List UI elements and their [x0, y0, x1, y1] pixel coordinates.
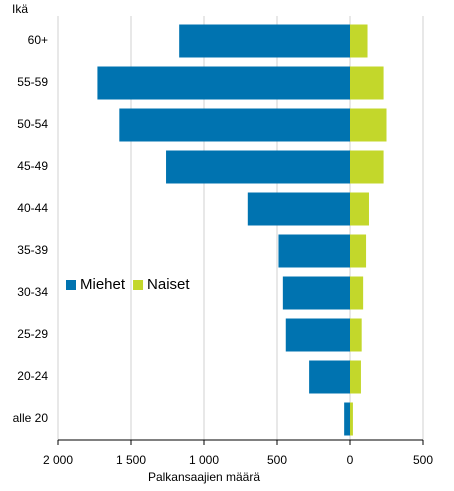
bar [350, 108, 387, 142]
legend-swatch [66, 280, 76, 290]
x-tick-label: 500 [267, 453, 287, 467]
bar [309, 360, 350, 394]
bar [350, 318, 362, 352]
y-tick-label: 25-29 [17, 327, 48, 341]
bar [285, 318, 350, 352]
x-tick-label: 1 500 [116, 453, 146, 467]
bar [350, 234, 367, 268]
bar [119, 108, 350, 142]
bar [350, 360, 361, 394]
legend-label: Miehet [80, 276, 126, 293]
y-tick-label: 45-49 [17, 159, 48, 173]
y-tick-label: 60+ [28, 33, 48, 47]
x-tick-label: 2 000 [43, 453, 73, 467]
bar [282, 276, 350, 310]
bar [97, 66, 350, 100]
legend-label: Naiset [147, 276, 190, 293]
y-axis-title: Ikä [12, 2, 28, 16]
y-tick-label: 30-34 [17, 285, 48, 299]
x-tick-label: 1 000 [189, 453, 219, 467]
bar [278, 234, 350, 268]
legend-swatch [133, 280, 144, 290]
x-axis-title: Palkansaajien määrä [148, 470, 260, 484]
x-tick-label: 0 [347, 453, 354, 467]
bar [350, 66, 384, 100]
legend: Miehet Naiset [66, 276, 190, 293]
bar [247, 192, 350, 226]
bar [350, 24, 368, 58]
y-tick-label: 35-39 [17, 243, 48, 257]
bar [350, 402, 353, 436]
bar [344, 402, 350, 436]
bar [350, 192, 369, 226]
y-tick-label: 40-44 [17, 201, 48, 215]
bar [166, 150, 350, 184]
bar [350, 150, 384, 184]
bar [179, 24, 350, 58]
y-tick-label: alle 20 [13, 411, 49, 425]
y-tick-label: 55-59 [17, 75, 48, 89]
y-tick-label: 50-54 [17, 117, 48, 131]
y-tick-label: 20-24 [17, 369, 48, 383]
x-tick-label: 500 [413, 453, 433, 467]
bar [350, 276, 364, 310]
